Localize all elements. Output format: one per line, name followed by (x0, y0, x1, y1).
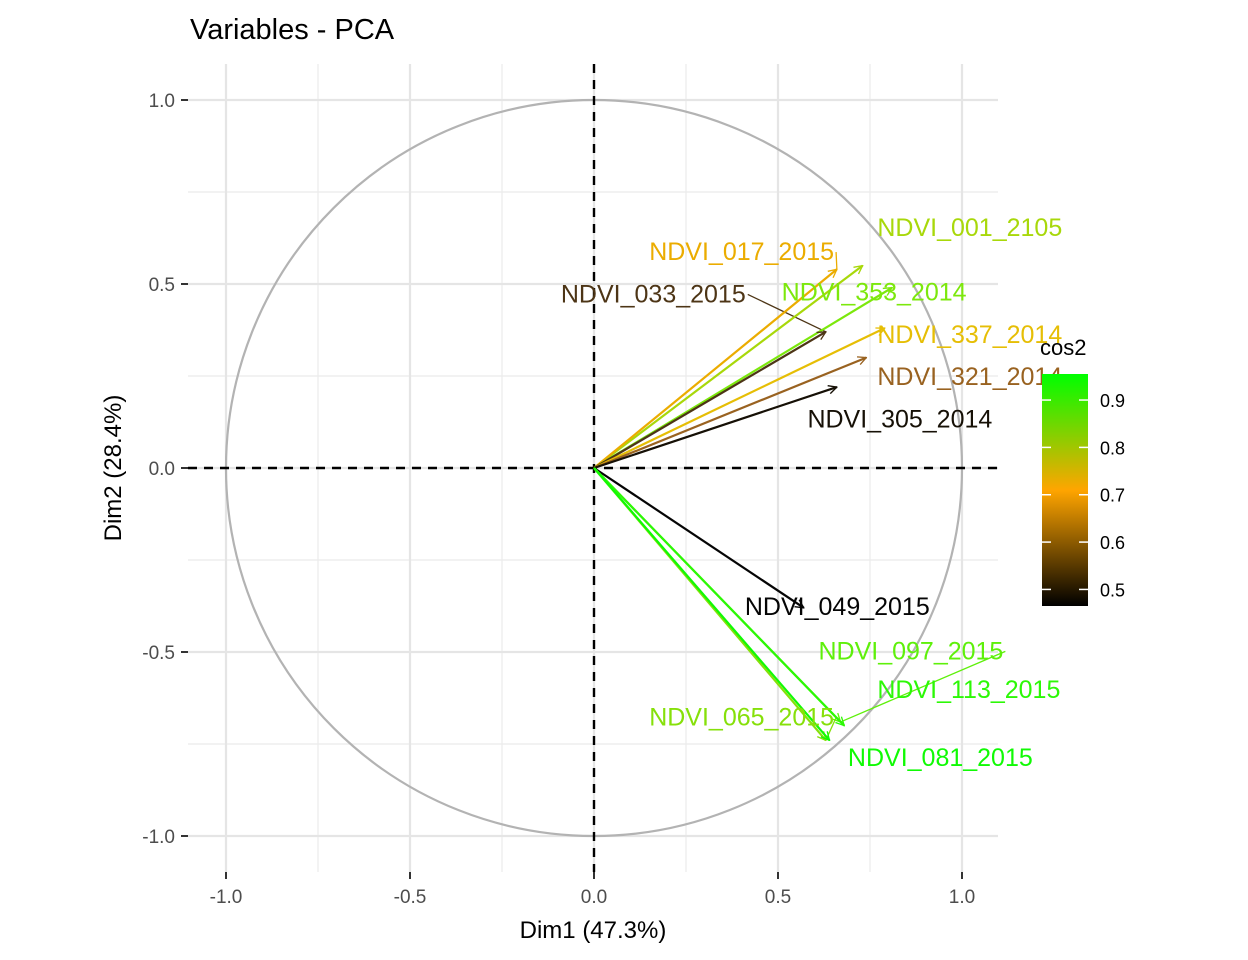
x-tick-label: 0.5 (765, 887, 791, 908)
variable-label: NDVI_321_2014 (877, 363, 1062, 391)
variable-label: NDVI_097_2015 (818, 637, 1003, 665)
legend-tick-label: 0.6 (1100, 533, 1125, 553)
variable-label: NDVI_113_2015 (877, 676, 1060, 704)
x-axis-title: Dim1 (47.3%) (520, 917, 667, 944)
x-tick-label: 0.0 (581, 887, 607, 908)
variable-arrow (593, 467, 844, 726)
variable-arrow (593, 358, 866, 470)
legend-tick-label: 0.7 (1100, 486, 1125, 506)
y-tick-label: -0.5 (142, 643, 175, 664)
variable-label: NDVI_337_2014 (877, 321, 1062, 349)
variable-label: NDVI_065_2015 (649, 704, 834, 732)
y-tick-label: 0.0 (149, 459, 175, 480)
label-leader-line (835, 252, 838, 270)
variable-arrow (593, 467, 804, 609)
variable-arrow (593, 327, 885, 469)
variable-labels: NDVI_001_2105 NDVI_017_2015 NDVI_353_2014 N… (561, 214, 1062, 772)
y-axis-title: Dim2 (28.4%) (100, 395, 127, 542)
variable-label: NDVI_017_2015 (649, 238, 834, 266)
label-leader-line (747, 293, 827, 333)
variable-arrow (593, 269, 837, 469)
label-leader-line (840, 650, 1006, 723)
legend-tick-label: 0.5 (1100, 580, 1125, 600)
variable-label: NDVI_081_2015 (848, 744, 1033, 772)
y-tick-label: 0.5 (149, 275, 175, 296)
y-axis-ticks: -1.0 -0.5 0.0 0.5 1.0 (142, 91, 188, 848)
variable-label: NDVI_033_2015 (561, 280, 746, 308)
legend-tick-label: 0.9 (1100, 391, 1125, 411)
variable-arrow (593, 266, 863, 469)
chart-title: Variables - PCA (190, 14, 395, 46)
cos2-legend: cos2 0.5 0.6 0.7 0.8 0.9 (1040, 335, 1125, 606)
variable-label: NDVI_305_2014 (807, 406, 992, 434)
legend-tick-label: 0.8 (1100, 438, 1125, 458)
variable-label: NDVI_001_2105 (877, 214, 1062, 242)
variable-label: NDVI_049_2015 (745, 593, 930, 621)
variable-label: NDVI_353_2014 (782, 279, 967, 307)
legend-colorbar (1042, 374, 1088, 606)
variable-arrow (593, 387, 837, 470)
y-tick-label: 1.0 (149, 91, 175, 112)
x-tick-label: -0.5 (394, 887, 427, 908)
x-tick-label: -1.0 (210, 887, 243, 908)
variable-arrow (593, 467, 830, 740)
variable-arrows (593, 266, 892, 741)
variable-arrow (593, 330, 826, 469)
x-tick-label: 1.0 (949, 887, 975, 908)
legend-title: cos2 (1040, 335, 1086, 360)
legend-ticks: 0.5 0.6 0.7 0.8 0.9 (1042, 391, 1125, 600)
x-axis-ticks: -1.0 -0.5 0.0 0.5 1.0 (210, 872, 975, 908)
y-tick-label: -1.0 (142, 827, 175, 848)
